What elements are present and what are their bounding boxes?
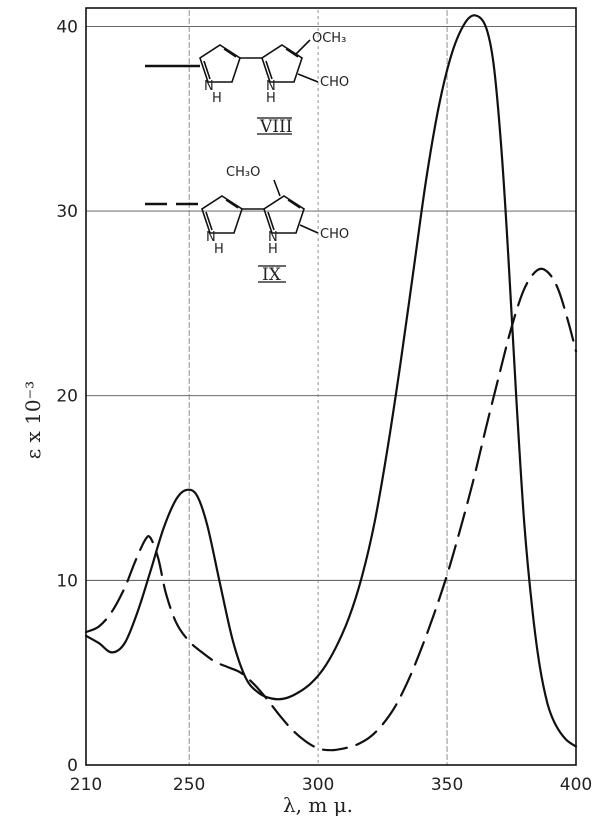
substituent-cho: CHO — [320, 75, 349, 90]
nh-label: H — [268, 242, 278, 257]
substituent-cho: CHO — [320, 227, 349, 242]
y-tick-label: 10 — [56, 571, 78, 591]
x-tick-label: 250 — [173, 775, 205, 795]
n-atom-label: N — [266, 79, 276, 94]
n-atom-label: N — [206, 230, 216, 245]
compound-label: IX — [262, 265, 282, 285]
substituent-ch3o: CH₃O — [226, 165, 260, 180]
x-tick-label: 300 — [302, 775, 334, 795]
nh-label: H — [266, 91, 276, 106]
x-tick-label: 210 — [70, 775, 102, 795]
y-tick-label: 0 — [67, 756, 78, 776]
series-layer — [84, 14, 578, 752]
bipyrrole-structure-viii-icon — [199, 39, 319, 83]
x-tick-label: 350 — [431, 775, 463, 795]
n-atom-label: N — [204, 79, 214, 94]
bipyrrole-structure-ix-icon — [201, 179, 319, 234]
plot-border — [85, 7, 577, 766]
grid — [86, 10, 576, 765]
nh-label: H — [212, 91, 222, 106]
y-tick-label: 30 — [56, 202, 78, 222]
y-axis-label: ε x 10⁻³ — [21, 381, 45, 459]
x-axis-label: λ, m μ. — [283, 793, 353, 817]
x-tick-label: 400 — [560, 775, 592, 795]
nh-label: H — [214, 242, 224, 257]
axis-ticks: 210 250 300 350 400 0 10 20 30 40 — [56, 17, 592, 795]
n-atom-label: N — [268, 230, 278, 245]
series-line-ix — [84, 267, 578, 752]
y-tick-label: 40 — [56, 17, 78, 37]
substituent-och3: OCH₃ — [312, 31, 346, 46]
series-line-viii — [84, 14, 578, 748]
y-tick-label: 20 — [56, 387, 78, 407]
compound-label: VIII — [259, 117, 292, 137]
legend-entry-viii: H H N N OCH₃ CHO VIII — [145, 31, 349, 137]
legend-entry-ix: CH₃O CHO N N H H IX — [145, 165, 349, 285]
plot-frame — [85, 7, 577, 766]
